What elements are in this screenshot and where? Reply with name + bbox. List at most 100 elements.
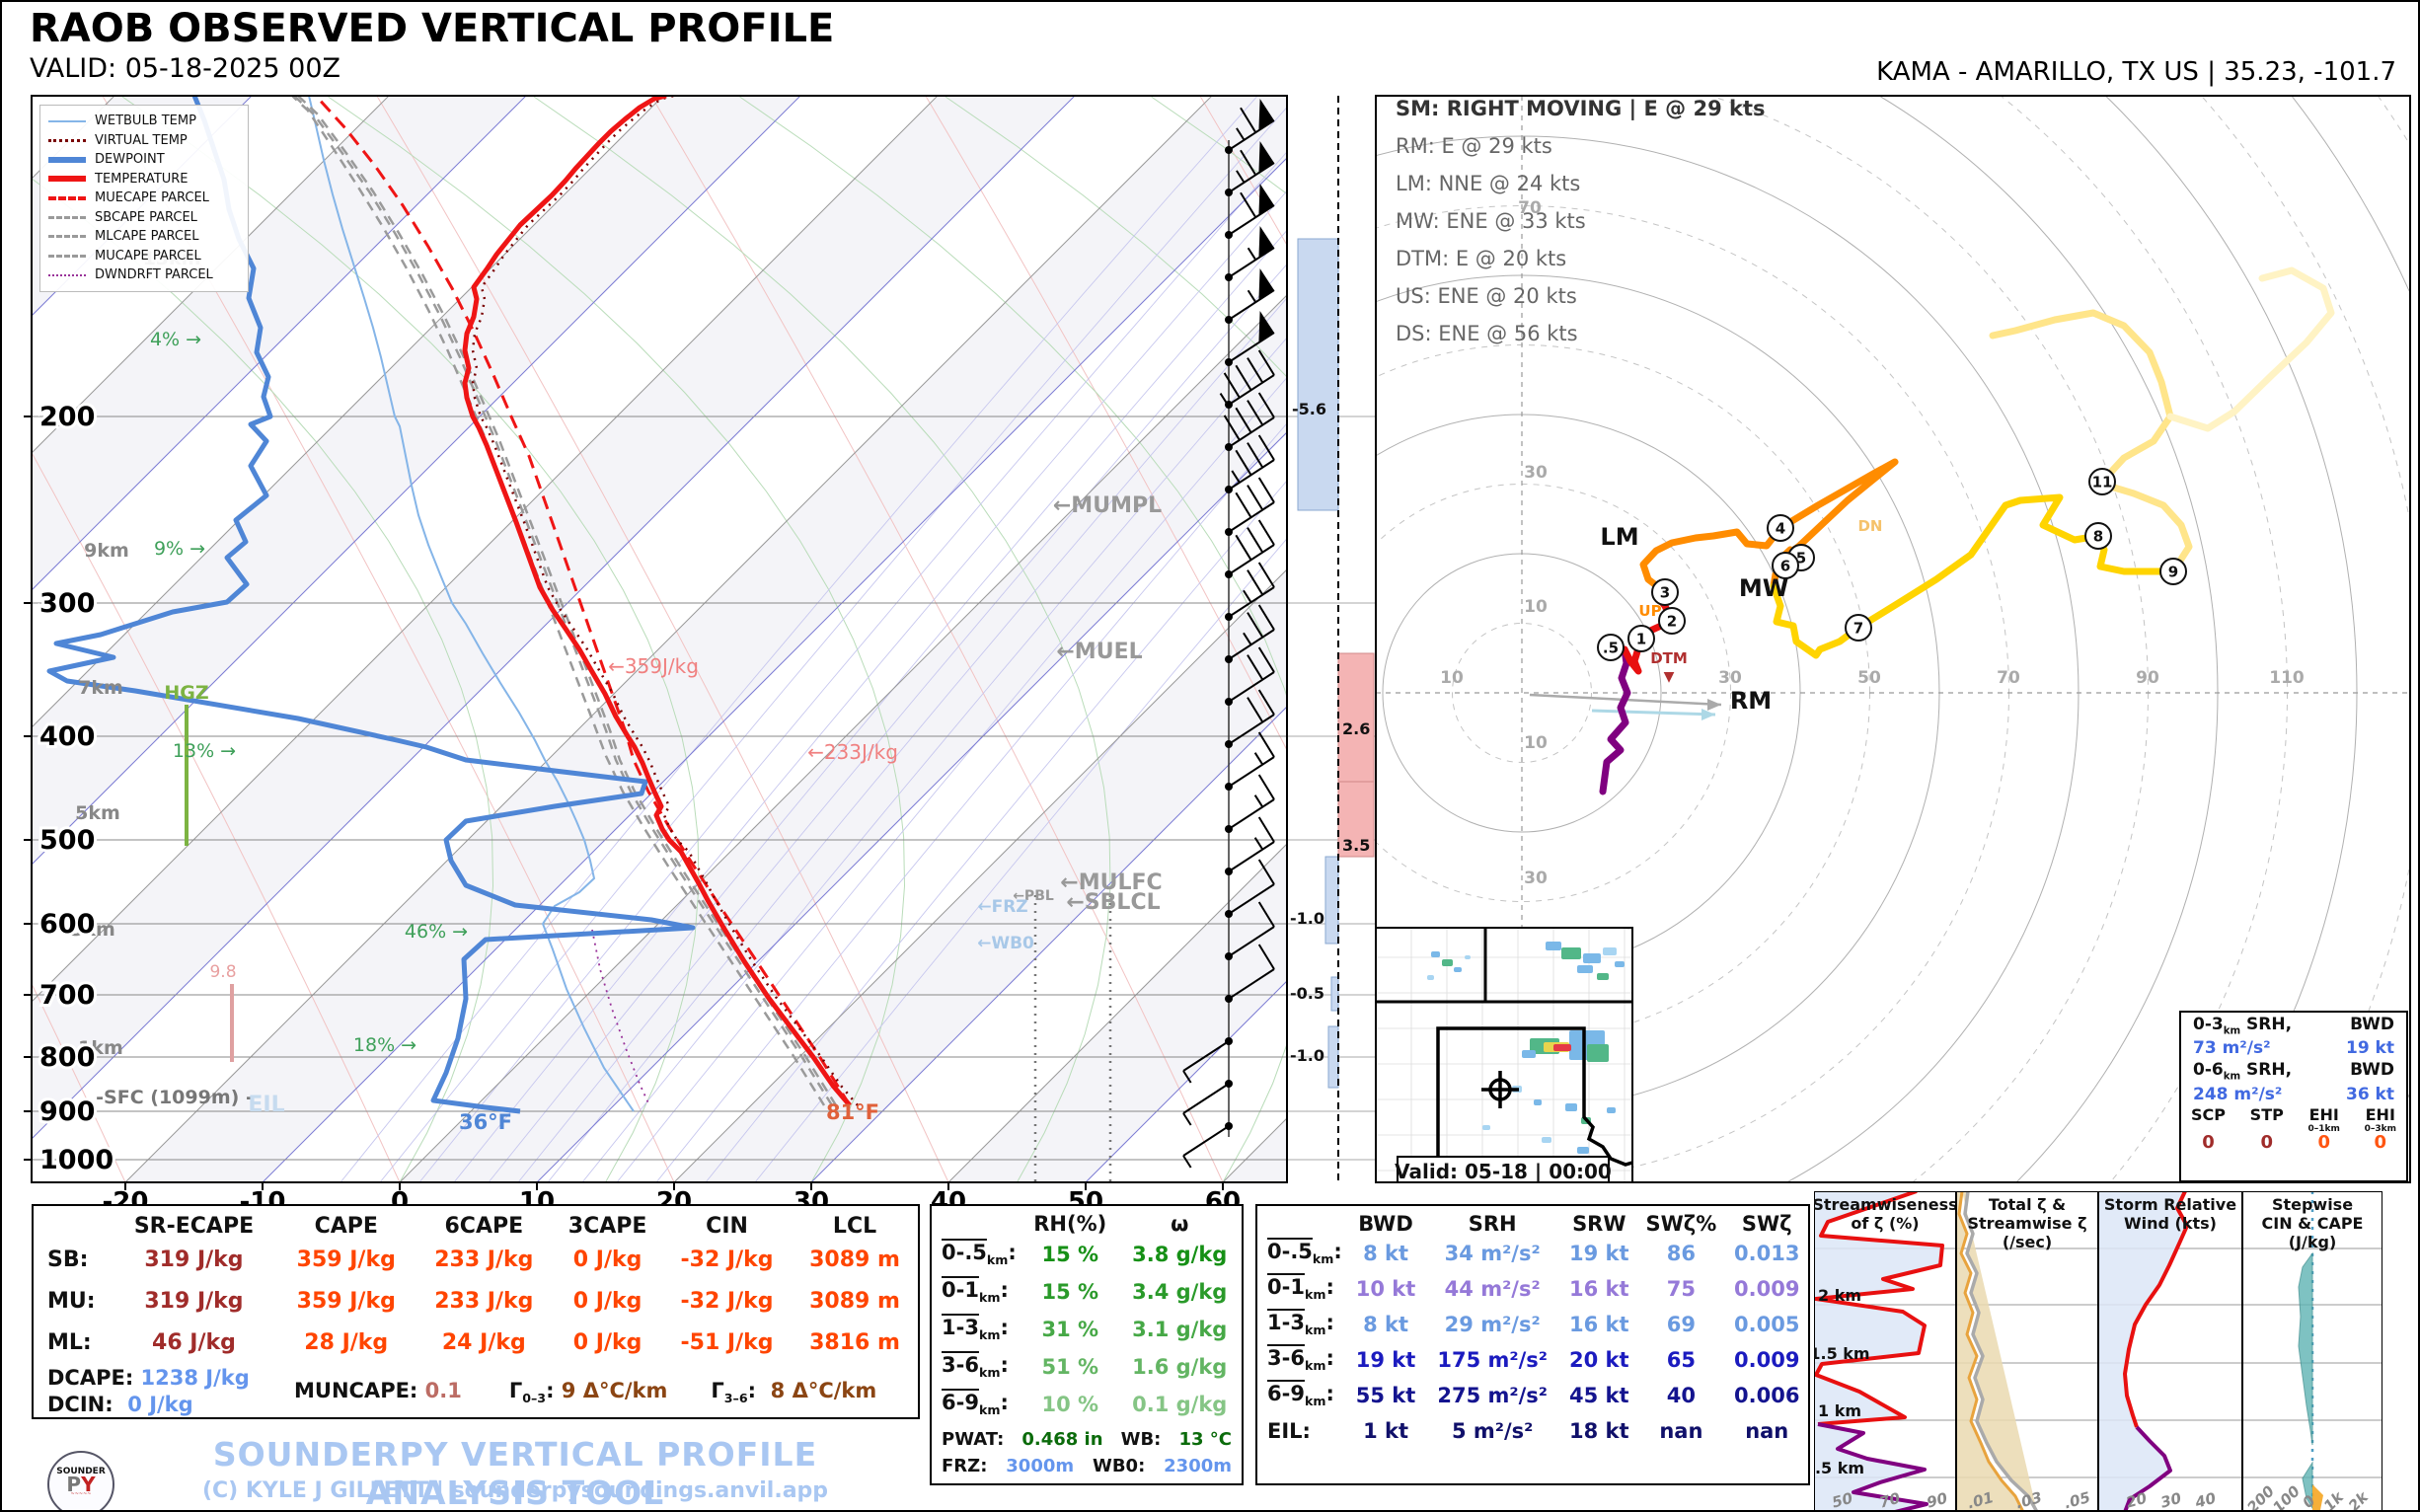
panel-frame [2241,1191,2382,1510]
shear-value: 8 kt [1363,1242,1408,1265]
shear-value: 16 kt [1569,1313,1629,1336]
panel-tick-label: .05 [2063,1488,2092,1512]
cape-header: 3CAPE [567,1214,647,1239]
legend-item: MUCAPE PARCEL [48,247,240,266]
moist-adiabat [121,96,700,1182]
mixing-ratio-line [453,189,1287,1182]
legend-swatch-7 [48,254,86,258]
shear-header: SRW [1572,1212,1626,1236]
legend-label: TEMPERATURE [95,171,189,187]
omega-value: -5.6 [1292,400,1326,418]
isotherm [1085,980,1287,1182]
legend-item: VIRTUAL TEMP [48,131,240,151]
legend-item: SBCAPE PARCEL [48,208,240,228]
mucape-parcel-trace [293,96,834,1106]
panel-line [2123,1191,2189,1428]
shear-value: 45 kt [1569,1384,1629,1407]
legend-label: WETBULB TEMP [95,113,196,129]
pressure-label: 400 [39,721,95,752]
radar-echo [1522,1050,1536,1058]
moist-adiabat [533,96,1111,1182]
skewt-annotation: ←MULFC [1060,870,1162,895]
logo-text-sounder: SOUNDER [56,1467,106,1476]
cape-value: 0 J/kg [572,1288,643,1314]
cape-area [2312,1484,2323,1510]
shear-row-label: 3-6km: [1267,1346,1334,1374]
hodo-ring-label: 30 [1718,668,1742,688]
hodo-height-marker-label: 4 [1776,520,1785,538]
rh-row-label: 6-9km: [942,1391,1009,1418]
rh-value: 3.1 g/kg [1132,1318,1228,1341]
legend-item: WETBULB TEMP [48,112,240,131]
muncape-block: MUNCAPE: 0.1 [294,1379,462,1402]
legend-swatch-1 [48,138,86,142]
skewt-annotation: 4% → [150,329,201,350]
skewt-annotation: ←FRZ [977,897,1027,917]
panel-line [1963,1191,2038,1510]
radar-echo [1465,955,1471,959]
hodograph-trace [1989,309,2193,575]
inset-radar-map: Valid: 05-18 | 00:00 [1376,928,1632,1182]
hodo-height-marker [1597,634,1625,661]
hodo-ring-label: 50 [1857,668,1881,688]
hodo-ring-label: 10 [1524,733,1548,753]
hodo-ring-label: 10 [1440,668,1464,688]
panel-tick-label: .01 [1966,1488,1996,1512]
radar-echo [1603,947,1617,955]
radar-echo [1431,951,1440,957]
mixing-ratio-line [705,480,1287,1182]
page-title: RAOB OBSERVED VERTICAL PROFILE [30,6,835,51]
skewt-legend: WETBULB TEMP VIRTUAL TEMP DEWPOINT TEMPERAT… [39,105,249,292]
panel-title: Total ζ & [1989,1195,2066,1214]
shear-value: 69 [1666,1313,1697,1336]
radar-echo [1561,947,1581,959]
omega-bar [1324,856,1339,945]
shear-header: SWζ [1741,1212,1792,1236]
radar-echo [1534,1099,1542,1105]
panel-tick-label: 90 [1925,1489,1949,1512]
hodograph-trace [1599,645,1631,795]
mlcape-parcel-trace [291,96,826,1106]
shear-value: 29 m²/s² [1444,1313,1541,1336]
hodo-motion-label: DN [1857,517,1882,535]
shear-value: 19 kt [1355,1348,1416,1372]
panel-tick-label: 20 [2124,1489,2149,1512]
shear-table-box: BWD SRH SRW SWζ% SWζ 0-.5km: 8 kt 34 m²/s² 19 kt… [1255,1204,1810,1485]
hodo-height-marker [2088,468,2116,495]
hodo-motion-label: LM [1600,523,1638,551]
hodo-height-marker-label: 7 [1853,620,1863,638]
panel-title: Stepwise [2272,1195,2353,1214]
legend-swatch-8 [48,273,86,276]
dry-adiabat [32,982,126,1182]
gamma03-block: Γ0–3: 9 Δ°C/km [508,1379,668,1406]
shear-value: 19 kt [1569,1242,1629,1265]
shear-value: 40 [1666,1384,1697,1407]
hodo-ring-label: 70 [1518,198,1542,218]
omega-bar [1330,976,1339,1012]
cape-value: 233 J/kg [434,1247,534,1272]
legend-swatch-5 [48,215,86,219]
cape-value: 359 J/kg [296,1247,396,1272]
shear-value: 86 [1666,1242,1697,1265]
frz-row: FRZ: 3000m WB0: 2300m [942,1456,1232,1476]
hodo-ring-label: 90 [2136,668,2159,688]
rh-value: 0.1 g/kg [1132,1393,1228,1416]
cape-value: 3089 m [809,1247,900,1272]
infobox-row: 0-3km SRH, BWD [2193,1015,2394,1037]
omega-strip: -5.6 2.6 3.5 -1.0 -0.5 -1.0 [1287,96,1376,1182]
pwat-row: PWAT: 0.468 in WB: 13 °C [942,1429,1232,1450]
skewt-annotation: 18% → [353,1034,416,1056]
shear-value: 34 m²/s² [1444,1242,1541,1265]
panel-title: Wind (kts) [2124,1214,2217,1233]
rh-row-label: 1-3km: [942,1316,1009,1343]
storm-motion-line: LM: NNE @ 24 kts [1396,172,1581,195]
skewt-annotation: 7km [78,677,123,699]
skewt-annotation: 81°F [826,1100,879,1124]
shear-value: 55 kt [1355,1384,1416,1407]
skewt-annotation: 1km [78,1037,123,1059]
storm-motion-line: DTM: E @ 20 kts [1396,247,1567,270]
shear-value: 65 [1666,1348,1697,1372]
dry-adiabat [650,96,1224,1182]
radar-echo [1615,961,1625,967]
